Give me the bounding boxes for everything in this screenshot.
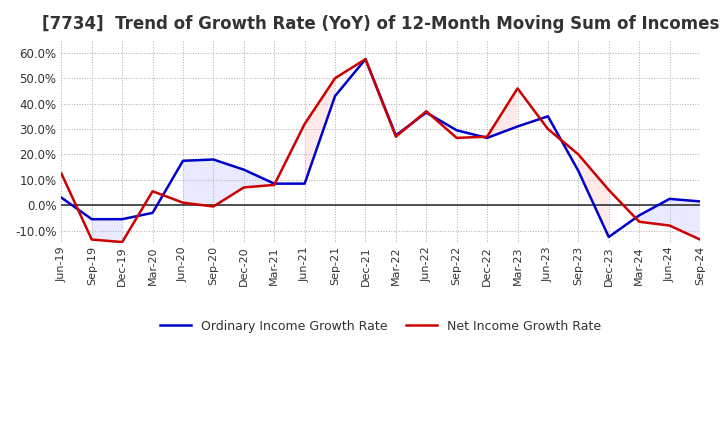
Net Income Growth Rate — [361, 56, 370, 62]
Ordinary Income Growth Rate — [179, 158, 187, 163]
Ordinary Income Growth Rate — [209, 157, 217, 162]
Ordinary Income Growth Rate — [240, 167, 248, 172]
Net Income Growth Rate — [605, 187, 613, 193]
Net Income Growth Rate — [57, 171, 66, 176]
Net Income Growth Rate — [87, 237, 96, 242]
Ordinary Income Growth Rate — [330, 93, 339, 99]
Ordinary Income Growth Rate — [422, 110, 431, 115]
Ordinary Income Growth Rate — [513, 124, 522, 129]
Net Income Growth Rate — [270, 182, 279, 187]
Net Income Growth Rate — [179, 200, 187, 205]
Net Income Growth Rate — [240, 185, 248, 190]
Ordinary Income Growth Rate — [392, 133, 400, 138]
Line: Net Income Growth Rate: Net Income Growth Rate — [61, 59, 700, 242]
Ordinary Income Growth Rate — [361, 56, 370, 62]
Legend: Ordinary Income Growth Rate, Net Income Growth Rate: Ordinary Income Growth Rate, Net Income … — [155, 315, 607, 337]
Net Income Growth Rate — [300, 121, 309, 127]
Ordinary Income Growth Rate — [452, 128, 461, 133]
Net Income Growth Rate — [392, 134, 400, 139]
Ordinary Income Growth Rate — [118, 216, 127, 222]
Ordinary Income Growth Rate — [665, 196, 674, 202]
Net Income Growth Rate — [118, 239, 127, 245]
Ordinary Income Growth Rate — [148, 210, 157, 216]
Ordinary Income Growth Rate — [635, 213, 644, 218]
Ordinary Income Growth Rate — [544, 114, 552, 119]
Ordinary Income Growth Rate — [574, 168, 582, 173]
Net Income Growth Rate — [483, 134, 492, 139]
Title: [7734]  Trend of Growth Rate (YoY) of 12-Month Moving Sum of Incomes: [7734] Trend of Growth Rate (YoY) of 12-… — [42, 15, 719, 33]
Ordinary Income Growth Rate — [483, 135, 492, 140]
Net Income Growth Rate — [665, 223, 674, 228]
Net Income Growth Rate — [422, 109, 431, 114]
Net Income Growth Rate — [148, 189, 157, 194]
Ordinary Income Growth Rate — [605, 235, 613, 240]
Net Income Growth Rate — [635, 219, 644, 224]
Net Income Growth Rate — [696, 237, 704, 242]
Ordinary Income Growth Rate — [696, 199, 704, 204]
Ordinary Income Growth Rate — [300, 181, 309, 186]
Net Income Growth Rate — [574, 152, 582, 157]
Net Income Growth Rate — [544, 126, 552, 132]
Ordinary Income Growth Rate — [87, 216, 96, 222]
Net Income Growth Rate — [209, 204, 217, 209]
Ordinary Income Growth Rate — [57, 195, 66, 200]
Net Income Growth Rate — [513, 86, 522, 91]
Ordinary Income Growth Rate — [270, 181, 279, 186]
Line: Ordinary Income Growth Rate: Ordinary Income Growth Rate — [61, 59, 700, 237]
Net Income Growth Rate — [330, 76, 339, 81]
Net Income Growth Rate — [452, 135, 461, 140]
